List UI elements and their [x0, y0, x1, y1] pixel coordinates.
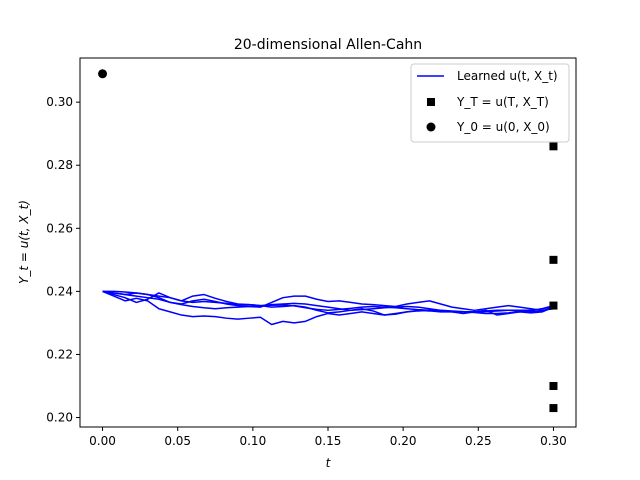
terminal-point-1 [549, 142, 558, 151]
y-tick-label: 0.26 [46, 221, 73, 235]
x-tick-label: 0.05 [164, 434, 191, 448]
series-line-5 [102, 290, 554, 326]
legend-label-terminal: Y_T = u(T, X_T) [456, 95, 549, 109]
x-axis-label: t [326, 456, 332, 470]
y-tick-label: 0.30 [46, 95, 73, 109]
terminal-point-2 [549, 255, 558, 264]
y-axis: 0.20 0.22 0.24 0.26 0.28 0.30 [46, 95, 80, 425]
chart-title: 20-dimensional Allen-Cahn [234, 37, 422, 53]
y-tick-label: 0.20 [46, 411, 73, 425]
series-line-3 [102, 290, 554, 312]
plot-frame [79, 57, 577, 428]
legend-circle-swatch [426, 122, 436, 132]
terminal-point-3 [549, 301, 558, 310]
terminal-point-4 [549, 382, 558, 390]
x-axis: 0.00 0.05 0.10 0.15 0.20 0.25 0.30 [89, 427, 567, 448]
terminal-point-5 [549, 404, 558, 413]
x-tick-label: 0.25 [465, 434, 492, 448]
plot-area [98, 69, 558, 413]
initial-point [98, 69, 108, 79]
x-tick-label: 0.10 [239, 434, 266, 448]
legend-square-swatch [427, 98, 435, 106]
x-tick-label: 0.20 [390, 434, 417, 448]
y-axis-label: Y_t = u(t, X_t) [17, 200, 31, 284]
legend-box [410, 63, 570, 143]
x-tick-label: 0.30 [540, 434, 567, 448]
x-tick-label: 0.00 [89, 434, 116, 448]
legend: Learned u(t, X_t) Y_T = u(T, X_T) Y_0 = … [410, 63, 570, 143]
legend-label-learned: Learned u(t, X_t) [457, 69, 558, 83]
y-tick-label: 0.22 [46, 347, 73, 361]
x-tick-label: 0.15 [315, 434, 342, 448]
y-tick-label: 0.24 [46, 284, 73, 298]
y-tick-label: 0.28 [46, 158, 73, 172]
legend-label-initial: Y_0 = u(0, X_0) [456, 120, 550, 134]
